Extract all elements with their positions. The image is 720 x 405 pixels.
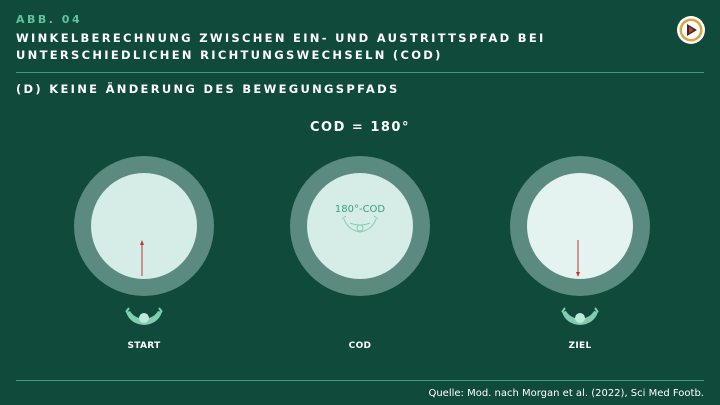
figure-title: WINKELBERECHNUNG ZWISCHEN EIN- UND AUSTR… (16, 31, 546, 62)
cod-circle: 180°-COD (290, 156, 430, 296)
cod-heading: COD = 180° (310, 120, 410, 135)
dfb-logo-icon (677, 16, 705, 44)
ziel-player-icon (561, 307, 599, 325)
ziel-circle (510, 156, 650, 296)
player-turn-icon (341, 215, 379, 233)
cod-angle-label: 180°-COD (334, 204, 386, 215)
ziel-arrow-icon (576, 240, 580, 277)
caption-cod: COD (348, 341, 372, 351)
cod-inner-area (307, 173, 413, 279)
ziel-inner-area (527, 173, 633, 279)
start-arrow-icon (140, 240, 144, 276)
source-note: Quelle: Mod. nach Morgan et al. (2022), … (428, 388, 704, 399)
header-divider (16, 72, 704, 73)
caption-ziel: ZIEL (568, 341, 592, 351)
footer-divider (16, 380, 704, 381)
start-player-icon (125, 307, 163, 325)
figure-label: ABB. 04 (16, 13, 83, 26)
section-subtitle: (D) KEINE ÄNDERUNG DES BEWEGUNGSPFADS (16, 82, 400, 96)
start-circle (74, 156, 214, 296)
caption-start: START (127, 341, 161, 351)
start-inner-area (91, 173, 197, 279)
